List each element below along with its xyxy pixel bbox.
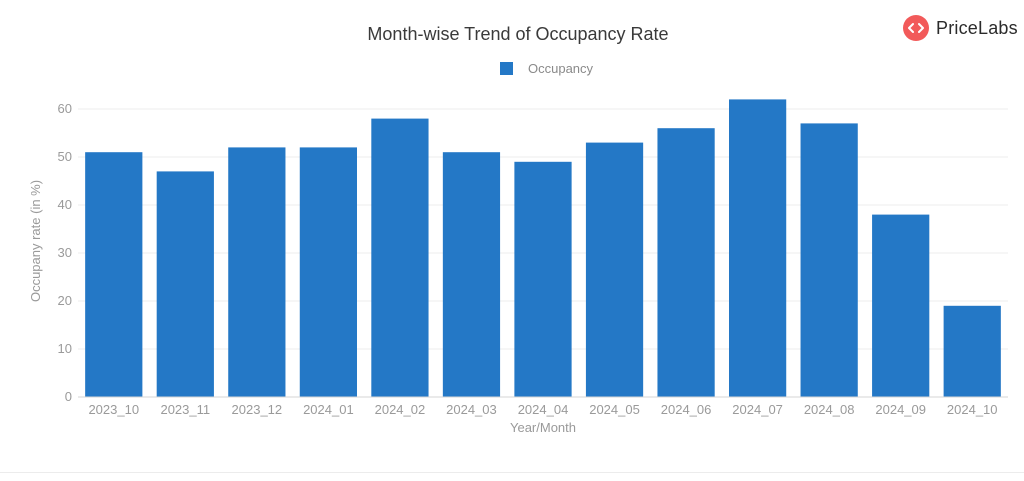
x-tick-label: 2023_10 xyxy=(88,402,139,417)
legend: Occupancy xyxy=(500,61,594,76)
y-tick-label: 0 xyxy=(65,389,72,404)
y-tick-label: 20 xyxy=(58,293,72,308)
x-tick-label: 2024_07 xyxy=(732,402,783,417)
x-axis-title: Year/Month xyxy=(510,420,576,435)
bar-2023_11 xyxy=(156,171,214,397)
bar-2024_05 xyxy=(585,142,644,397)
x-tick-label: 2024_04 xyxy=(518,402,569,417)
divider xyxy=(0,472,1024,473)
bar-2024_10 xyxy=(943,305,1001,397)
bar-2024_09 xyxy=(872,214,930,397)
y-tick-label: 40 xyxy=(58,197,72,212)
x-tick-label: 2024_03 xyxy=(446,402,497,417)
bar-2023_10 xyxy=(85,152,143,397)
legend-label: Occupancy xyxy=(528,61,594,76)
bar-2024_03 xyxy=(442,152,501,397)
y-tick-label: 30 xyxy=(58,245,72,260)
y-tick-label: 60 xyxy=(58,101,72,116)
bar-2023_12 xyxy=(228,147,286,397)
x-tick-label: 2023_12 xyxy=(232,402,283,417)
bar-2024_01 xyxy=(299,147,357,397)
x-tick-label: 2023_11 xyxy=(160,402,210,417)
bars xyxy=(85,99,1001,398)
x-tick-label: 2024_08 xyxy=(804,402,855,417)
y-axis-title: Occupany rate (in %) xyxy=(28,180,43,302)
y-tick-label: 50 xyxy=(58,149,72,164)
bar-2024_07 xyxy=(729,99,787,398)
x-tick-label: 2024_06 xyxy=(661,402,712,417)
x-axis-ticks: 2023_10 2023_11 2023_12 2024_01 2024_02 2024_… xyxy=(88,402,997,417)
logo-text: PriceLabs xyxy=(936,17,1018,38)
chart-title: Month-wise Trend of Occupancy Rate xyxy=(367,24,668,44)
x-tick-label: 2024_02 xyxy=(375,402,426,417)
bar-2024_02 xyxy=(371,118,429,397)
code-brackets-icon xyxy=(903,15,929,41)
y-tick-label: 10 xyxy=(58,341,72,356)
legend-swatch xyxy=(500,62,513,75)
pricelabs-logo: PriceLabs xyxy=(903,15,1018,41)
bar-2024_08 xyxy=(800,123,858,398)
x-tick-label: 2024_01 xyxy=(303,402,354,417)
y-axis-ticks: 0 10 20 30 40 50 60 xyxy=(58,101,72,404)
bar-2024_06 xyxy=(657,128,715,397)
bar-2024_04 xyxy=(514,161,572,397)
x-tick-label: 2024_09 xyxy=(875,402,926,417)
x-tick-label: 2024_10 xyxy=(947,402,998,417)
x-tick-label: 2024_05 xyxy=(589,402,640,417)
